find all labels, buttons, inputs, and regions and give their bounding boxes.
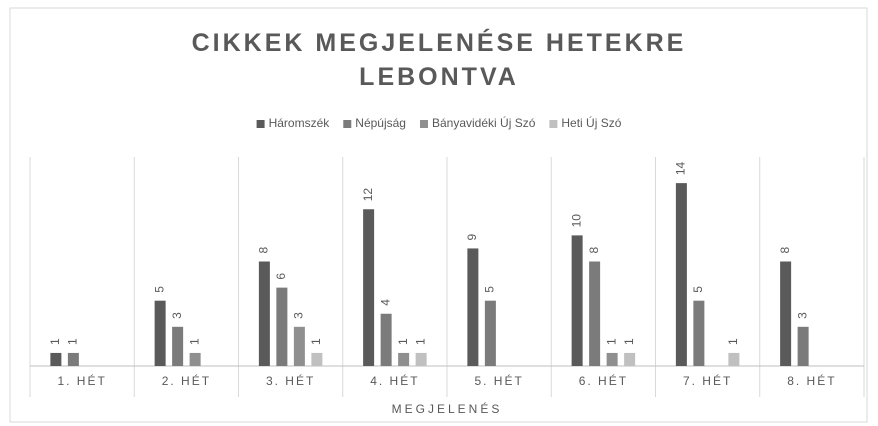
data-label: 12 <box>361 188 375 202</box>
x-tick-label: 8. HÉT <box>787 373 836 388</box>
bar <box>797 326 809 366</box>
data-label: 1 <box>622 338 636 345</box>
legend-label: Heti Új Szó <box>561 115 621 130</box>
data-label: 1 <box>604 338 618 345</box>
data-label: 4 <box>378 299 392 306</box>
data-label: 8 <box>257 247 271 254</box>
legend: Háromszék Népújság Bányavidéki Új Szó Heti … <box>256 115 622 130</box>
data-label: 3 <box>795 312 809 319</box>
x-tick-label: 2. HÉT <box>162 373 211 388</box>
data-label: 1 <box>413 338 427 345</box>
bar <box>189 352 201 366</box>
data-label: 14 <box>674 161 688 175</box>
bar <box>172 326 184 366</box>
data-label: 10 <box>569 214 583 228</box>
data-label: 5 <box>483 286 497 293</box>
bar <box>363 209 375 366</box>
x-tick-label: 1. HÉT <box>57 373 106 388</box>
bar <box>624 352 636 366</box>
x-tick-label: 3. HÉT <box>266 373 315 388</box>
bar <box>467 248 479 366</box>
bar <box>276 287 288 366</box>
data-label: 9 <box>465 233 479 240</box>
data-label: 8 <box>778 247 792 254</box>
data-label: 1 <box>309 338 323 345</box>
x-tick-label: 4. HÉT <box>370 373 419 388</box>
bar <box>293 326 305 366</box>
bar <box>67 352 79 366</box>
data-label: 5 <box>152 286 166 293</box>
chart-title: CIKKEK MEGJELENÉSE HETEKRE LEBONTVA <box>191 29 687 91</box>
data-label: 6 <box>274 273 288 280</box>
data-label: 1 <box>726 338 740 345</box>
bar <box>693 300 705 366</box>
bar <box>398 352 410 366</box>
x-tick-label: 5. HÉT <box>474 373 523 388</box>
bar <box>415 352 427 366</box>
bar <box>311 352 323 366</box>
data-label: 1 <box>48 338 62 345</box>
data-label: 3 <box>170 312 184 319</box>
bar <box>606 352 618 366</box>
chart-border <box>9 7 868 423</box>
bar <box>675 183 687 366</box>
legend-swatch <box>549 120 558 128</box>
bar <box>380 313 392 366</box>
bar <box>484 300 496 366</box>
legend-label: Bányavidéki Új Szó <box>432 115 536 130</box>
x-axis-title: MEGJELENÉS <box>392 401 503 416</box>
data-label: 5 <box>691 286 705 293</box>
bar <box>50 352 62 366</box>
data-label: 1 <box>187 338 201 345</box>
legend-swatch <box>419 120 428 128</box>
legend-swatch <box>256 120 265 128</box>
bar <box>571 235 583 366</box>
bar <box>154 300 166 366</box>
data-label: 1 <box>66 338 80 345</box>
bar <box>728 352 740 366</box>
data-label: 8 <box>587 247 601 254</box>
data-label: 3 <box>292 312 306 319</box>
bar <box>589 261 601 366</box>
legend-label: Háromszék <box>269 116 331 130</box>
data-label: 1 <box>396 338 410 345</box>
legend-label: Népújság <box>355 116 406 130</box>
x-tick-label: 7. HÉT <box>683 373 732 388</box>
bar <box>780 261 792 366</box>
bar <box>258 261 270 366</box>
x-tick-label: 6. HÉT <box>579 373 628 388</box>
legend-swatch <box>343 120 352 128</box>
